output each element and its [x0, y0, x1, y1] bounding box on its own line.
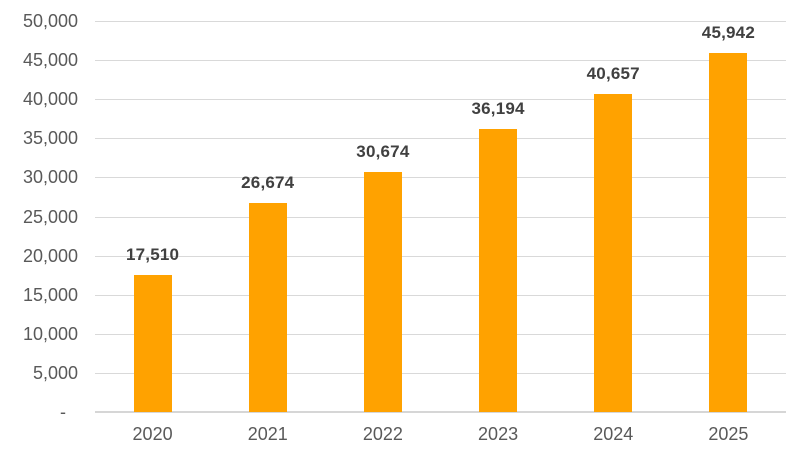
gridline — [95, 255, 786, 257]
gridline — [95, 372, 786, 374]
y-tick-label: 35,000 — [22, 128, 78, 149]
x-tick-label: 2024 — [593, 424, 634, 444]
y-tick-label: 45,000 — [22, 50, 78, 71]
gridline — [95, 21, 786, 22]
bar-value-label: 17,510 — [125, 245, 180, 265]
x-tick-label: 2025 — [708, 424, 749, 444]
bar-2020 — [133, 275, 172, 412]
bar-value-label: 40,657 — [586, 64, 640, 84]
gridline — [95, 216, 786, 218]
y-tick-label: 10,000 — [22, 323, 78, 344]
y-tick-label: - — [60, 402, 66, 422]
x-axis-line — [95, 411, 786, 413]
y-tick-label: 20,000 — [22, 245, 78, 266]
bar-2021 — [248, 203, 287, 412]
gridline — [95, 99, 786, 101]
bar-2025 — [709, 52, 748, 412]
gridline — [95, 60, 786, 62]
bar-value-label: 26,674 — [241, 173, 295, 193]
bar-value-label: 36,194 — [471, 98, 525, 118]
x-tick-label: 2021 — [247, 424, 288, 444]
y-tick-label: 25,000 — [22, 206, 78, 227]
gridline — [95, 177, 786, 179]
bar-2022 — [363, 172, 402, 412]
bar-value-label: 30,674 — [356, 142, 410, 162]
y-tick-label: 50,000 — [22, 11, 78, 31]
y-tick-label: 30,000 — [22, 167, 78, 188]
x-tick-label: 2020 — [132, 424, 173, 444]
gridline — [95, 294, 786, 296]
plot-area: 17,510 26,674 30,674 36,194 40,657 45,942 — [95, 21, 786, 413]
y-tick-label: 5,000 — [32, 362, 78, 383]
gridline — [95, 138, 786, 140]
bar-value-label: 45,942 — [701, 22, 755, 42]
gridline — [95, 333, 786, 335]
bar-2024 — [594, 94, 633, 412]
y-tick-label: 40,000 — [22, 89, 78, 110]
y-tick-label: 15,000 — [22, 284, 78, 305]
bar-2023 — [479, 128, 518, 412]
x-tick-label: 2022 — [362, 424, 403, 444]
x-tick-label: 2023 — [478, 424, 519, 444]
